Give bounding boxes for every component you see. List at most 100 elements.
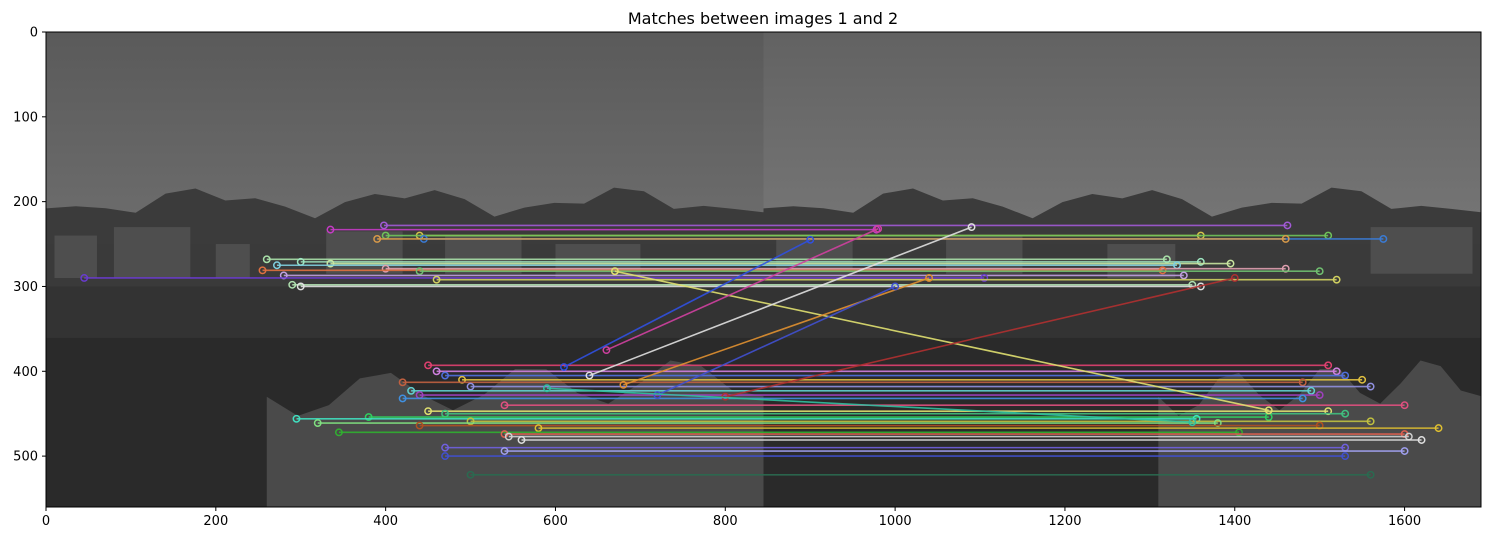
keypoint-left <box>273 261 281 270</box>
x-tick-label: 1200 <box>1048 514 1081 529</box>
keypoint-right <box>1417 436 1426 444</box>
match-line <box>614 270 1269 412</box>
x-tick-label: 1400 <box>1218 514 1251 529</box>
keypoint-left <box>398 378 407 387</box>
keypoint-left <box>441 443 450 452</box>
keypoint-left <box>326 259 335 268</box>
keypoint-left <box>432 275 441 284</box>
keypoint-left <box>504 432 513 441</box>
keypoint-left <box>379 221 388 230</box>
keypoint-right <box>1400 447 1409 455</box>
keypoint-right <box>1400 401 1409 410</box>
building <box>445 235 522 274</box>
keypoint-right <box>1196 257 1205 266</box>
keypoint-left <box>543 384 551 393</box>
plot-area <box>46 32 1481 507</box>
building <box>946 235 1023 274</box>
keypoint-right <box>1379 235 1388 243</box>
cliff-band <box>46 286 1481 338</box>
keypoint-left <box>262 255 271 264</box>
keypoint-right <box>1366 417 1375 426</box>
building <box>113 227 191 278</box>
y-tick-label: 0 <box>30 26 38 41</box>
match-line <box>589 226 972 377</box>
plot-frame <box>45 31 1482 508</box>
x-tick-label: 400 <box>373 514 398 529</box>
keypoint-right <box>1324 361 1333 370</box>
keypoint-right <box>1230 274 1239 282</box>
keypoint-left <box>424 361 433 370</box>
keypoint-left <box>585 371 594 380</box>
keypoint-left <box>441 371 450 380</box>
building <box>1370 227 1473 274</box>
keypoint-left <box>500 401 509 410</box>
match-line <box>546 387 1193 423</box>
keypoint-right <box>891 282 900 291</box>
keypoint-right <box>1341 409 1350 418</box>
photo-background <box>46 32 1481 507</box>
keypoint-right <box>1332 367 1341 376</box>
x-tick-label: 1000 <box>879 514 912 529</box>
x-tick-label: 1600 <box>1388 514 1421 529</box>
keypoint-right <box>1307 386 1316 395</box>
keypoint-left <box>466 470 475 479</box>
keypoint-right <box>925 274 934 282</box>
keypoint-right <box>1315 391 1324 399</box>
match-line <box>725 277 1235 398</box>
chart-title: Matches between images 1 and 2 <box>628 9 898 28</box>
keypoint-right <box>1366 382 1375 391</box>
y-tick-label: 100 <box>13 110 38 125</box>
keypoint-left <box>80 274 89 282</box>
keypoint-right <box>1298 378 1307 387</box>
y-tick-label: 400 <box>13 365 38 380</box>
keypoint-left <box>292 414 301 423</box>
keypoint-left <box>432 367 441 376</box>
keypoint-right <box>1179 271 1188 280</box>
keypoint-left <box>534 424 543 433</box>
keypoint-right <box>1158 266 1167 275</box>
keypoint-left <box>560 363 568 371</box>
keypoint-right <box>1235 428 1243 437</box>
keypoint-right <box>1283 221 1292 230</box>
keypoint-right <box>874 224 883 233</box>
keypoint-left <box>517 436 526 444</box>
building <box>215 244 250 278</box>
keypoint-left <box>381 264 390 273</box>
keypoint-left <box>373 235 382 243</box>
keypoint-right <box>1366 470 1375 479</box>
keypoint-left <box>602 346 611 355</box>
x-tick-label: 600 <box>543 514 568 529</box>
x-axis: 0 200 400 600 800 1000 1200 1400 1600 <box>42 507 1421 529</box>
match-line <box>606 228 879 351</box>
keypoint-left <box>398 394 407 403</box>
x-tick-label: 200 <box>203 514 228 529</box>
y-tick-label: 200 <box>13 195 38 210</box>
y-tick-label: 300 <box>13 280 38 295</box>
keypoint-left <box>288 280 297 289</box>
keypoint-right <box>980 274 989 282</box>
keypoint-left <box>313 419 322 427</box>
keypoint-left <box>258 266 267 275</box>
keypoint-left <box>424 407 433 416</box>
x-tick-label: 800 <box>713 514 738 529</box>
keypoint-left <box>466 417 475 426</box>
building <box>54 235 97 278</box>
keypoint-left <box>441 452 450 461</box>
keypoint-left <box>415 421 424 430</box>
match-line <box>563 239 811 368</box>
keypoint-left <box>364 413 373 422</box>
keypoint-left <box>296 282 305 291</box>
keypoint-right <box>1188 418 1197 427</box>
match-line <box>623 277 930 386</box>
keypoint-right <box>1341 371 1350 380</box>
keypoint-left <box>610 267 619 276</box>
match-line <box>657 285 896 396</box>
keypoint-left <box>415 267 424 276</box>
keypoint-right <box>1226 259 1235 268</box>
keypoint-left <box>466 382 475 391</box>
keypoint-right <box>967 223 976 232</box>
keypoint-right <box>1358 375 1367 384</box>
keypoint-right <box>1264 406 1273 415</box>
match-lines <box>80 221 1443 479</box>
